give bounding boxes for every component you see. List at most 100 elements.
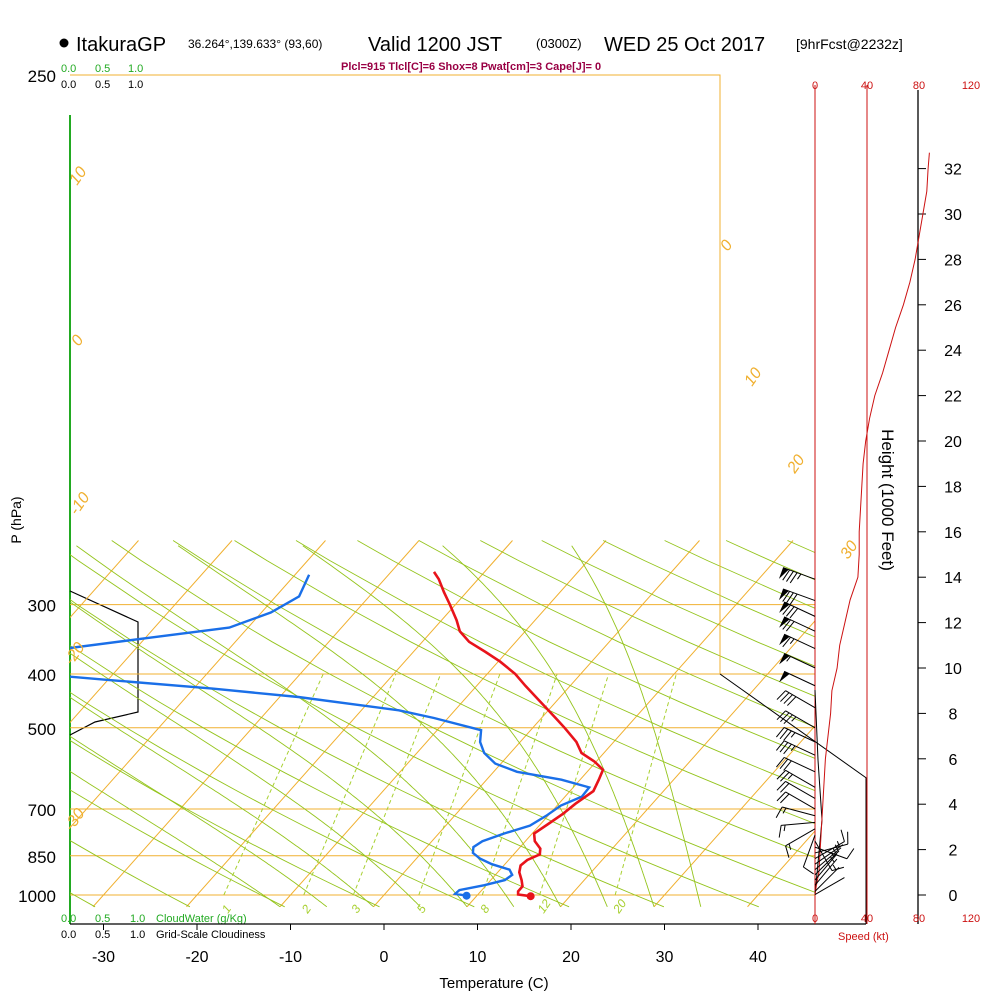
wind-panel-frame	[719, 673, 867, 924]
y-axis-title: P (hPa)	[8, 496, 24, 543]
moist-adiabat-25	[302, 545, 608, 907]
isotherm-10	[466, 540, 794, 908]
isotherm--60	[70, 540, 139, 619]
moist-adiabat-20	[177, 545, 561, 908]
isotherm-40	[747, 830, 815, 908]
pressure-tick-label: 500	[28, 720, 56, 739]
dry-adiabat-250	[70, 840, 191, 908]
dry-adiabat-380	[480, 540, 815, 697]
wind-barb	[779, 616, 816, 632]
temperature-tick-label: 30	[656, 949, 674, 966]
mixing-ratio-label: 3	[348, 902, 363, 916]
wind-barb	[776, 780, 816, 799]
height-tick-label: 4	[949, 797, 958, 814]
temperature-tick-label: 0	[380, 949, 389, 966]
cloud-water-tick-top-0: 0.0	[61, 63, 76, 75]
isotherm-label: 30	[837, 538, 861, 562]
wind-barb	[776, 710, 816, 729]
wind-barb	[778, 588, 816, 605]
moist-adiabat-0	[70, 696, 374, 908]
mixing-ratio-label: 5	[414, 902, 429, 916]
moist-adiabat-5	[70, 652, 421, 908]
moist-adiabat--5	[70, 735, 328, 908]
mixing-ratio-label: 2	[298, 902, 314, 917]
pressure-tick-label: 1000	[18, 887, 56, 906]
height-tick-label: 16	[944, 525, 962, 542]
wind-barb	[785, 828, 816, 858]
moist-adiabat-35	[571, 545, 702, 907]
dry-adiabat-260	[70, 789, 285, 908]
dry-adiabat-310	[70, 554, 759, 908]
wind-barb	[776, 756, 816, 773]
height-tick-label: 28	[944, 252, 962, 269]
station-name: ItakuraGP	[76, 34, 166, 56]
height-tick-label: 20	[944, 434, 962, 451]
mixing-ratio-line-3	[352, 673, 442, 896]
wind-barb	[779, 670, 816, 687]
speed-tick-label-top: 120	[962, 80, 980, 92]
moist-adiabat-30	[442, 545, 655, 907]
plot-frame-top	[70, 74, 721, 674]
wind-barb	[778, 821, 816, 838]
isotherm-label: -30	[61, 806, 88, 835]
cloud-scales: 0.0 0.5 1.0 0.0 0.5 1.0 0.0 0.5 1.0 Clou…	[61, 63, 266, 941]
dry-adiabat-320	[111, 540, 815, 893]
speed-tick-label-bottom: 80	[913, 913, 925, 925]
mixing-ratio-line-2	[303, 673, 397, 896]
temperature-tick-label: 10	[469, 949, 487, 966]
temperature-line	[432, 571, 605, 898]
dry-adiabat-370	[418, 540, 815, 728]
wind-barb	[779, 653, 816, 669]
isotherm-0	[373, 540, 700, 908]
height-tick-label: 24	[944, 343, 962, 360]
speed-tick-label-top: 40	[861, 80, 873, 92]
speed-tick-label-top: 80	[913, 80, 925, 92]
pressure-tick-label: 400	[28, 666, 56, 685]
dry-adiabat-280	[70, 691, 475, 908]
temperature-surface-marker	[526, 892, 535, 901]
dry-adiabat-340	[234, 540, 815, 825]
dry-adiabat-460	[972, 541, 1000, 907]
height-tick-label: 32	[944, 162, 962, 179]
isotherm-label: 10	[741, 365, 765, 389]
chart-series: 1 2 3 5 8 12 20	[70, 571, 629, 917]
height-tick-label: 30	[944, 207, 962, 224]
wind-barb	[802, 834, 816, 875]
temperature-tick-label: -30	[92, 949, 115, 966]
cloudiness-tick-top-1: 0.5	[95, 79, 110, 91]
pressure-tick-label: 300	[28, 597, 56, 616]
dry-adiabat-330	[172, 540, 815, 859]
chart-axes: 100-10-20-300102030250300400500700850100…	[18, 67, 962, 966]
temperature-tick-label: -10	[279, 949, 302, 966]
wind-barb	[776, 791, 816, 810]
cloudiness-tick-top-0: 0.0	[61, 79, 76, 91]
temperature-tick-label: 20	[562, 949, 580, 966]
cloud-water-tick-top-1: 0.5	[95, 63, 110, 75]
cloud-profile	[69, 115, 139, 924]
pressure-tick-label: 850	[28, 848, 56, 867]
stability-indices: Plcl=915 Tlcl[C]=6 Shox=8 Pwat[cm]=3 Cap…	[341, 61, 601, 73]
height-tick-label: 26	[944, 298, 962, 315]
mixing-ratio-label: 8	[477, 902, 492, 916]
cloudiness-tick-bottom-1: 0.5	[95, 929, 110, 941]
wind-barb	[814, 840, 845, 872]
height-tick-label: 22	[944, 389, 962, 406]
dry-adiabat-270	[70, 739, 380, 908]
isotherm--10	[279, 540, 607, 908]
speed-tick-label-bottom: 120	[962, 913, 980, 925]
station-bullet-icon	[59, 38, 69, 48]
cloudiness-profile	[69, 590, 139, 736]
cloud-water-tick-bottom-2: 1.0	[130, 913, 145, 925]
wind-barb	[775, 806, 816, 819]
isotherm-50	[841, 541, 1000, 907]
mixing-ratio-line-20	[614, 673, 677, 896]
x-axis-title: Temperature (C)	[439, 975, 548, 992]
dry-adiabat-360	[357, 540, 815, 759]
dewpoint-surface-marker	[462, 891, 471, 900]
isotherm-label: 20	[784, 452, 809, 477]
wind-barb	[778, 567, 816, 584]
temperature-tick-label: -20	[185, 949, 208, 966]
isotherm-20	[560, 620, 815, 908]
height-tick-label: 6	[949, 752, 958, 769]
